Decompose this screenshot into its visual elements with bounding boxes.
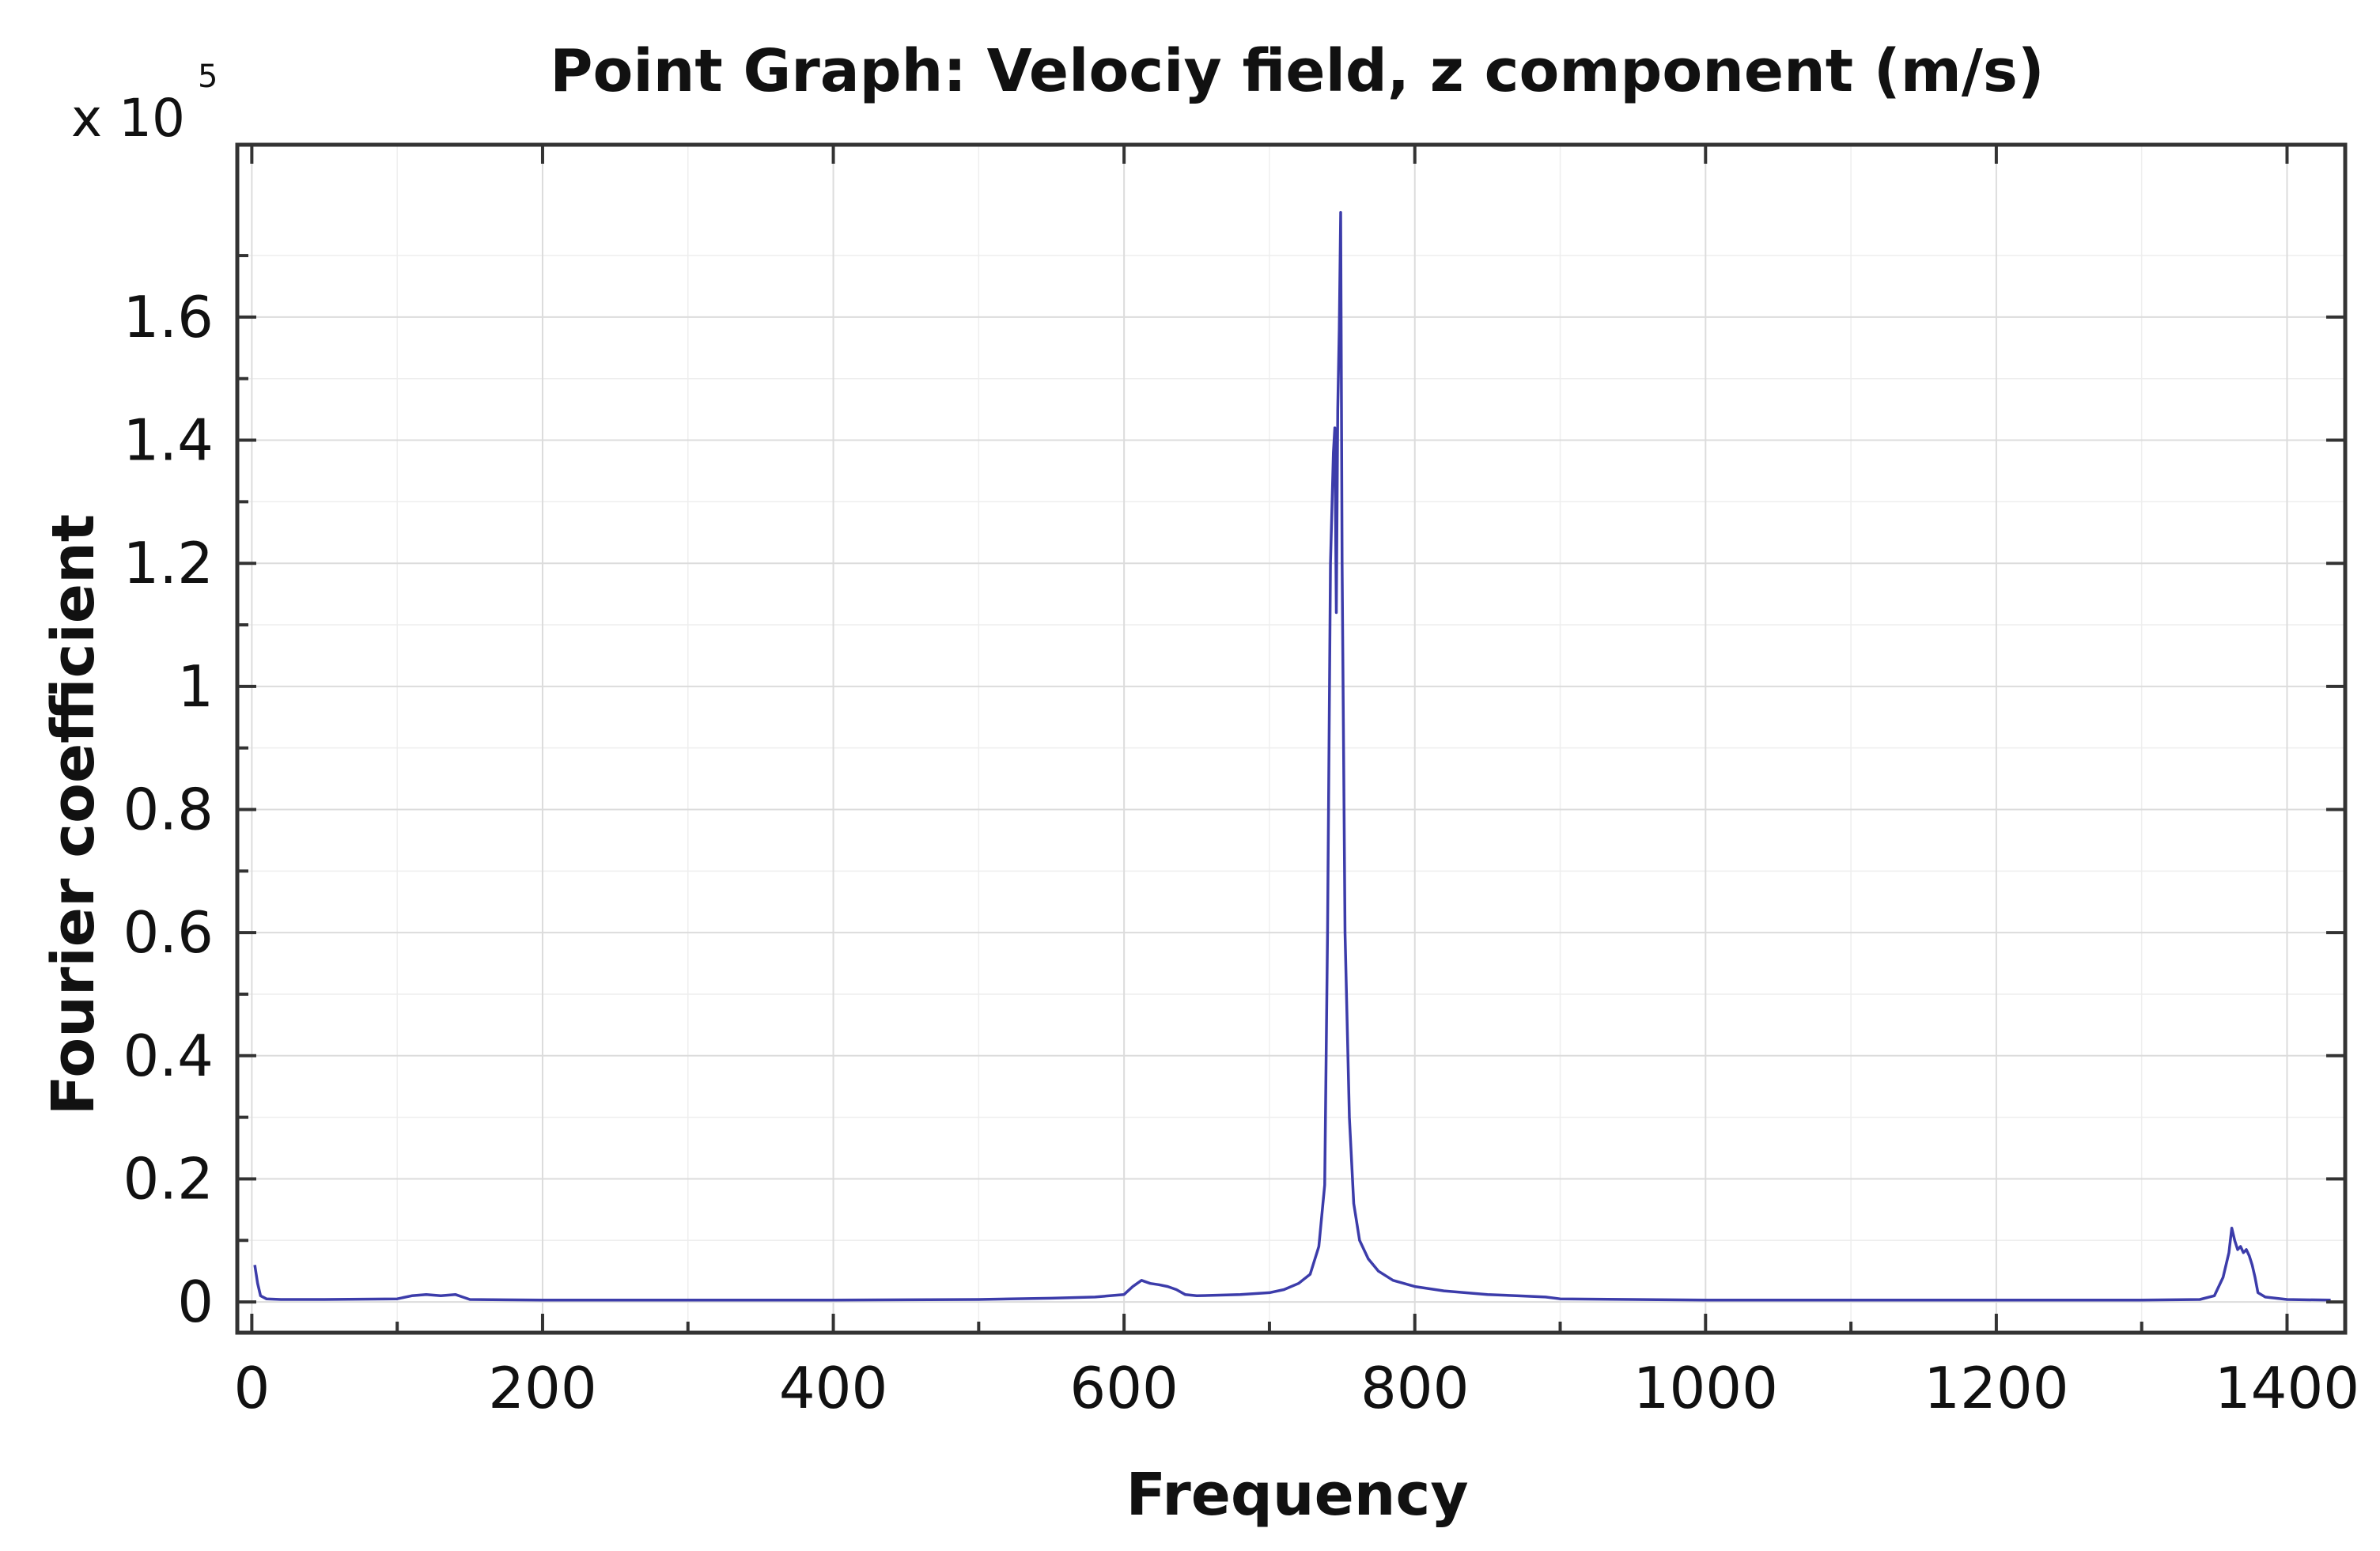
minor-grid [237,145,2345,1333]
x-tick-label: 1200 [1924,1355,2068,1421]
series-line [253,210,2331,1302]
y-tick-label: 0.6 [123,899,214,966]
plot-frame [235,142,2348,1335]
x-tick-label: 1000 [1633,1355,1778,1421]
y-axis-ticks: 0 0.2 0.4 0.6 0.8 1 1.2 1.4 1.6 [123,254,2345,1335]
y-tick-label: 0 [177,1269,214,1335]
x-tick-label: 1400 [2215,1355,2359,1421]
y-tick-label: 0.2 [123,1145,214,1212]
x-tick-label: 600 [1069,1355,1178,1421]
y-tick-label: 1.6 [123,284,214,350]
x-tick-label: 200 [488,1355,596,1421]
y-multiplier-exponent: 5 [198,59,218,95]
x-tick-label: 400 [779,1355,887,1421]
y-tick-label: 0.4 [123,1023,214,1089]
y-tick-label: 1.2 [123,530,214,596]
y-multiplier-label: x 10 [71,88,185,149]
y-tick-label: 1.4 [123,407,214,474]
chart-title: Point Graph: Velociy field, z component … [550,37,2045,105]
x-tick-label: 800 [1360,1355,1469,1421]
y-tick-label: 1 [177,653,214,720]
major-grid [237,145,2345,1333]
y-tick-label: 0.8 [123,776,214,842]
x-tick-label: 0 [233,1355,270,1421]
x-axis-ticks: 0 200 400 600 800 1000 1200 1400 [233,145,2359,1421]
y-axis-label: Fourier coefficient [40,514,108,1115]
x-axis-label: Frequency [1126,1461,1468,1529]
